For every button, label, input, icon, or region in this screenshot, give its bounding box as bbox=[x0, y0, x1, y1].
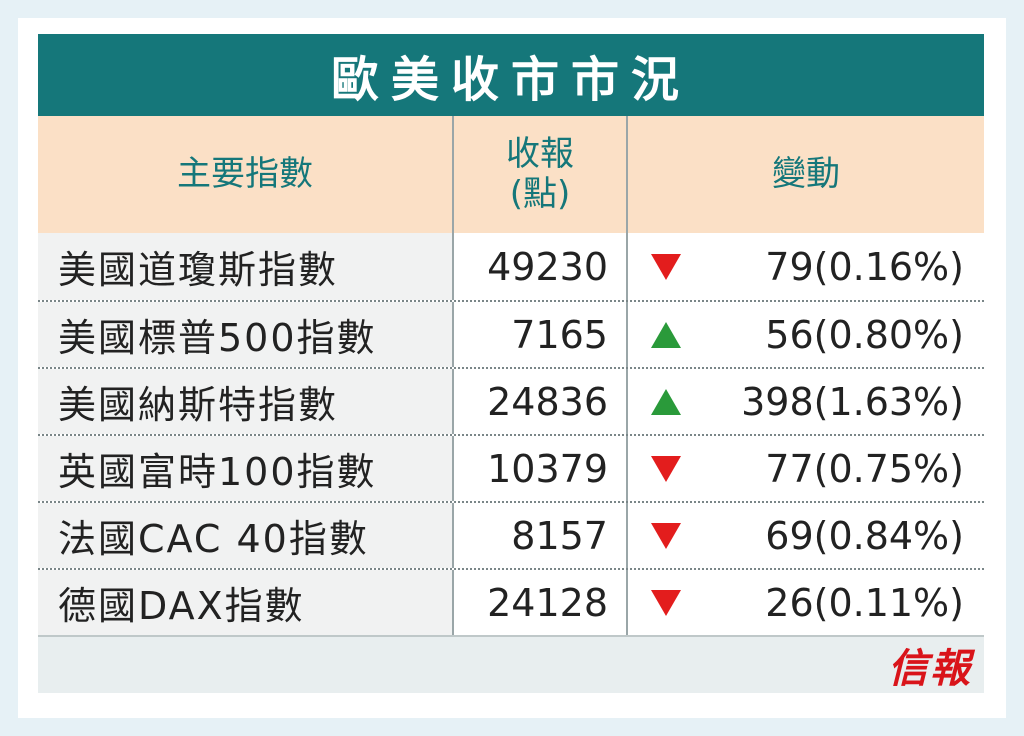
change-value: 77(0.75%) bbox=[765, 446, 964, 491]
up-arrow-icon bbox=[651, 321, 681, 348]
index-name: 美國道瓊斯指數 bbox=[38, 233, 452, 300]
table-row: 法國CAC 40指數 8157 69(0.84%) bbox=[38, 501, 984, 568]
table-footer: 信報 bbox=[38, 635, 984, 693]
table-row: 美國納斯特指數 24836 398(1.63%) bbox=[38, 367, 984, 434]
change-cell: 69(0.84%) bbox=[626, 503, 984, 568]
close-value: 8157 bbox=[452, 503, 626, 568]
market-table: 主要指數 收報 (點) 變動 美國道瓊斯指數 49230 79(0.16%) 美國標普… bbox=[38, 116, 984, 693]
close-value: 49230 bbox=[452, 233, 626, 300]
change-cell: 77(0.75%) bbox=[626, 436, 984, 501]
close-value: 7165 bbox=[452, 302, 626, 367]
change-value: 398(1.63%) bbox=[741, 379, 964, 424]
index-name: 法國CAC 40指數 bbox=[38, 503, 452, 568]
close-value: 24836 bbox=[452, 369, 626, 434]
table-row: 美國道瓊斯指數 49230 79(0.16%) bbox=[38, 233, 984, 300]
table-header: 主要指數 收報 (點) 變動 bbox=[38, 116, 984, 233]
change-value: 69(0.84%) bbox=[765, 513, 964, 558]
header-close-label: 收報 bbox=[506, 134, 574, 175]
index-name: 德國DAX指數 bbox=[38, 570, 452, 635]
change-cell: 26(0.11%) bbox=[626, 570, 984, 635]
table-body: 美國道瓊斯指數 49230 79(0.16%) 美國標普500指數 7165 56(0.8… bbox=[38, 233, 984, 635]
table-row: 德國DAX指數 24128 26(0.11%) bbox=[38, 568, 984, 635]
change-cell: 56(0.80%) bbox=[626, 302, 984, 367]
change-value: 56(0.80%) bbox=[765, 312, 964, 357]
down-arrow-icon bbox=[651, 522, 681, 549]
down-arrow-icon bbox=[651, 589, 681, 616]
change-value: 79(0.16%) bbox=[765, 244, 964, 289]
index-name: 美國納斯特指數 bbox=[38, 369, 452, 434]
change-cell: 398(1.63%) bbox=[626, 369, 984, 434]
close-value: 10379 bbox=[452, 436, 626, 501]
table-title: 歐美收市市況 bbox=[38, 34, 984, 116]
close-value: 24128 bbox=[452, 570, 626, 635]
change-cell: 79(0.16%) bbox=[626, 233, 984, 300]
up-arrow-icon bbox=[651, 388, 681, 415]
index-name: 英國富時100指數 bbox=[38, 436, 452, 501]
table-row: 美國標普500指數 7165 56(0.80%) bbox=[38, 300, 984, 367]
table-row: 英國富時100指數 10379 77(0.75%) bbox=[38, 434, 984, 501]
down-arrow-icon bbox=[651, 253, 681, 280]
header-close-unit: (點) bbox=[509, 173, 571, 214]
down-arrow-icon bbox=[651, 455, 681, 482]
index-name: 美國標普500指數 bbox=[38, 302, 452, 367]
header-change: 變動 bbox=[626, 116, 984, 233]
header-close: 收報 (點) bbox=[452, 116, 626, 233]
hkej-logo: 信報 bbox=[888, 645, 972, 692]
header-index: 主要指數 bbox=[177, 153, 313, 194]
change-value: 26(0.11%) bbox=[765, 580, 964, 625]
